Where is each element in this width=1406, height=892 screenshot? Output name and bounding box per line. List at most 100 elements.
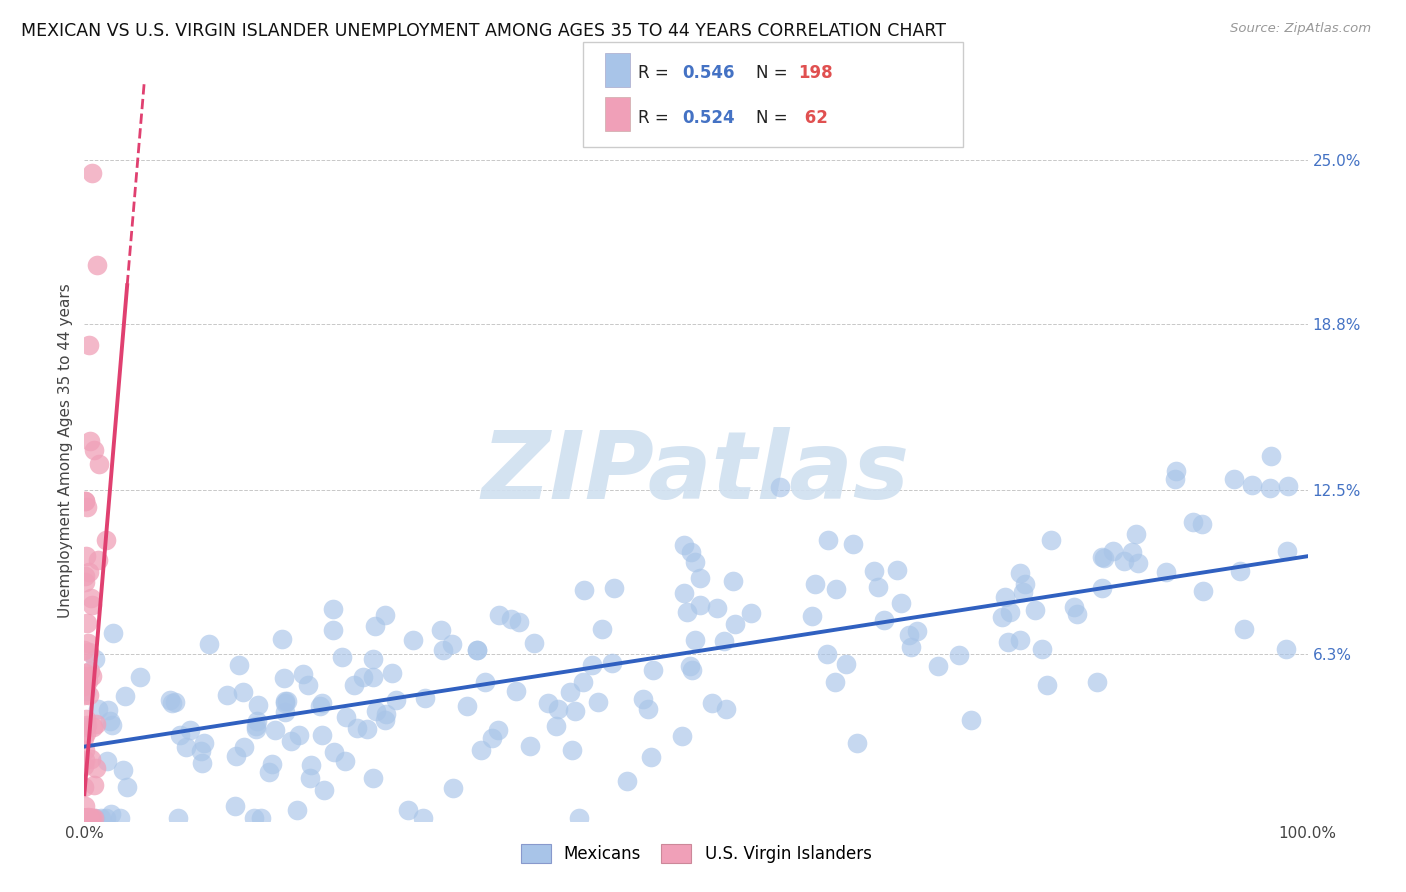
Point bbox=[75, 811, 97, 825]
Point bbox=[84, 760, 107, 774]
Point bbox=[75, 720, 97, 734]
Point bbox=[83, 811, 105, 825]
Point bbox=[465, 643, 488, 657]
Point bbox=[430, 623, 453, 637]
Point bbox=[73, 666, 96, 681]
Point bbox=[79, 688, 101, 702]
Point bbox=[75, 726, 97, 740]
Point bbox=[77, 673, 100, 688]
Point bbox=[1000, 605, 1022, 619]
Point bbox=[689, 598, 711, 612]
Text: ZIPatlas: ZIPatlas bbox=[482, 426, 910, 518]
Point bbox=[374, 713, 396, 727]
Point bbox=[73, 811, 96, 825]
Point bbox=[263, 723, 285, 738]
Point bbox=[588, 695, 610, 709]
Text: Source: ZipAtlas.com: Source: ZipAtlas.com bbox=[1230, 22, 1371, 36]
Point bbox=[323, 745, 346, 759]
Text: 198: 198 bbox=[799, 64, 834, 82]
Point bbox=[83, 443, 105, 458]
Point bbox=[581, 657, 603, 672]
Point bbox=[361, 771, 384, 785]
Point bbox=[768, 480, 790, 494]
Point bbox=[86, 717, 108, 731]
Point bbox=[537, 696, 560, 710]
Y-axis label: Unemployment Among Ages 35 to 44 years: Unemployment Among Ages 35 to 44 years bbox=[58, 283, 73, 618]
Point bbox=[84, 652, 107, 666]
Point bbox=[1035, 678, 1057, 692]
Point bbox=[82, 720, 104, 734]
Point bbox=[352, 669, 374, 683]
Point bbox=[1154, 565, 1177, 579]
Point bbox=[1126, 556, 1149, 570]
Point bbox=[77, 337, 100, 351]
Point bbox=[385, 693, 408, 707]
Point bbox=[73, 811, 96, 825]
Point bbox=[905, 624, 928, 638]
Point bbox=[103, 626, 125, 640]
Point bbox=[167, 811, 190, 825]
Point bbox=[868, 580, 890, 594]
Point bbox=[335, 754, 357, 768]
Point bbox=[600, 656, 623, 670]
Point bbox=[523, 636, 546, 650]
Point bbox=[308, 699, 330, 714]
Point bbox=[637, 701, 659, 715]
Point bbox=[73, 643, 96, 657]
Point bbox=[1191, 516, 1213, 531]
Point bbox=[75, 712, 97, 726]
Point bbox=[80, 591, 103, 606]
Point bbox=[73, 574, 96, 589]
Point bbox=[564, 704, 586, 718]
Point bbox=[98, 714, 121, 728]
Point bbox=[991, 610, 1014, 624]
Point bbox=[470, 743, 492, 757]
Point bbox=[73, 798, 96, 813]
Text: 62: 62 bbox=[799, 109, 828, 127]
Point bbox=[76, 811, 98, 825]
Point bbox=[257, 764, 280, 779]
Point bbox=[415, 690, 437, 705]
Point bbox=[1091, 581, 1114, 595]
Point bbox=[179, 723, 201, 738]
Point bbox=[508, 615, 530, 629]
Point bbox=[671, 729, 693, 743]
Point bbox=[1066, 607, 1088, 621]
Point bbox=[87, 457, 110, 471]
Point bbox=[311, 728, 333, 742]
Point bbox=[561, 743, 583, 757]
Point bbox=[314, 783, 336, 797]
Point bbox=[159, 692, 181, 706]
Point bbox=[79, 434, 101, 448]
Point bbox=[845, 735, 868, 749]
Point bbox=[571, 674, 593, 689]
Point bbox=[73, 811, 96, 825]
Point bbox=[80, 166, 103, 180]
Point bbox=[80, 752, 103, 766]
Point bbox=[412, 811, 434, 825]
Point bbox=[111, 763, 134, 777]
Point bbox=[73, 811, 96, 825]
Point bbox=[274, 694, 297, 708]
Point bbox=[245, 718, 267, 732]
Point bbox=[631, 691, 654, 706]
Point bbox=[1241, 477, 1264, 491]
Point bbox=[1260, 450, 1282, 464]
Point bbox=[1008, 566, 1031, 580]
Point bbox=[73, 811, 96, 825]
Point bbox=[322, 602, 344, 616]
Point bbox=[640, 750, 662, 764]
Point bbox=[163, 694, 186, 708]
Point bbox=[467, 643, 489, 657]
Point bbox=[1233, 622, 1256, 636]
Point bbox=[800, 609, 823, 624]
Point bbox=[73, 811, 96, 825]
Point bbox=[76, 810, 98, 824]
Point bbox=[824, 675, 846, 690]
Point bbox=[82, 669, 104, 683]
Point bbox=[114, 690, 136, 704]
Point bbox=[276, 694, 298, 708]
Point bbox=[713, 634, 735, 648]
Point bbox=[76, 500, 98, 515]
Point bbox=[1277, 479, 1299, 493]
